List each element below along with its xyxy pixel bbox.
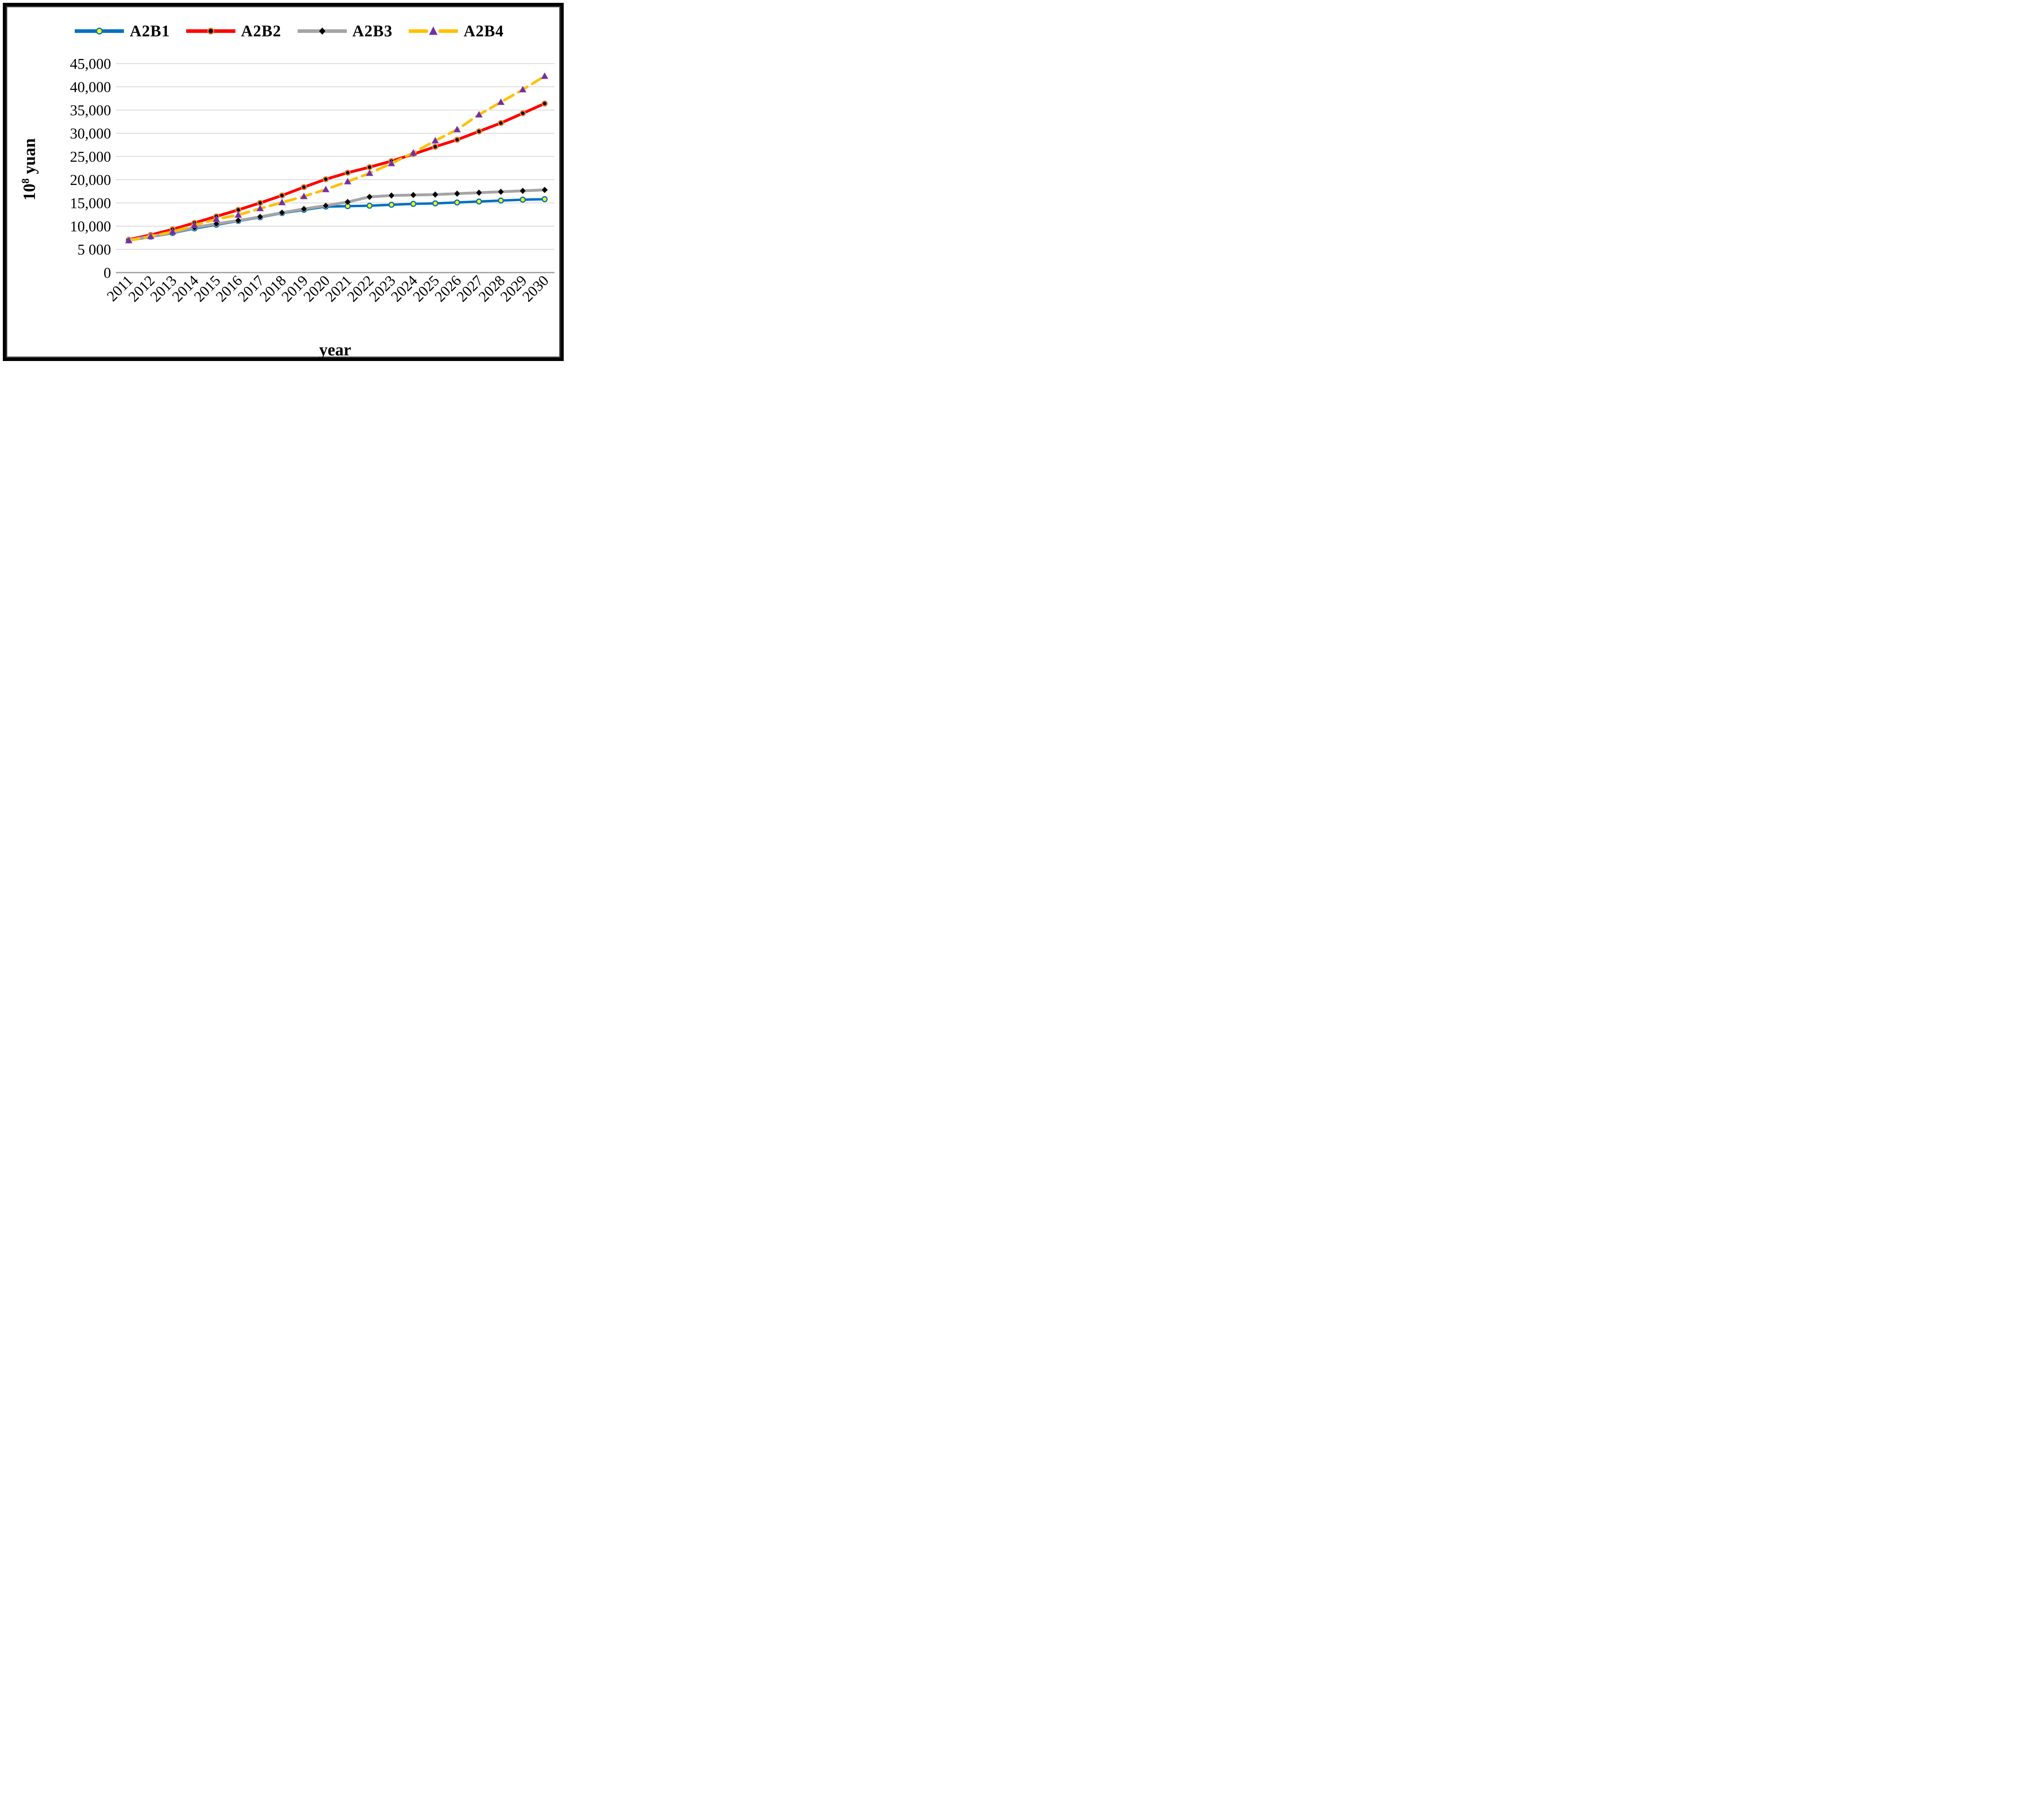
marker-a2b4 [519,86,527,92]
marker-a2b3 [300,205,308,213]
marker-a2b1 [388,202,395,208]
marker-a2b4 [212,215,220,222]
marker-a2b2 [344,170,351,176]
marker-a2b4 [409,149,417,156]
marker-a2b2 [520,110,526,117]
marker-a2b1 [497,197,504,204]
y-axis-title-unit: yuan [20,138,39,178]
marker-a2b2 [432,143,439,150]
marker-a2b3 [432,191,439,198]
marker-a2b2 [476,128,482,134]
marker-a2b2 [497,120,504,126]
y-axis-title: 108 yuan [20,121,40,218]
marker-a2b4 [365,169,374,176]
marker-a2b2 [366,164,373,170]
marker-a2b4 [453,126,461,132]
marker-a2b2 [257,200,263,206]
marker-a2b2 [454,136,460,143]
marker-a2b4 [300,192,308,199]
marker-a2b4 [256,204,264,212]
marker-a2b1 [454,199,460,206]
series-line-a2b3 [127,188,546,241]
marker-a2b4 [431,136,439,144]
y-tick-label: 0 [104,265,111,281]
marker-a2b4 [191,221,198,228]
marker-a2b1 [410,201,417,207]
marker-a2b3 [235,217,242,224]
marker-a2b4 [169,228,176,235]
marker-a2b3 [322,202,330,210]
y-tick-label: 15,000 [70,195,111,212]
marker-a2b2 [301,184,307,190]
marker-a2b3 [388,192,395,199]
y-axis-title-base: 10 [20,183,39,201]
marker-a2b4 [322,185,330,193]
chart-area: 0 5 000 10,000 15,000 20,000 25,000 30,000 35,0… [6,6,560,359]
marker-a2b3 [475,189,483,196]
series-line-a2b1 [128,198,546,242]
marker-a2b4 [344,178,352,185]
marker-a2b2 [323,176,329,183]
marker-a2b3 [256,213,264,220]
series-line-a2b2 [127,102,546,241]
marker-a2b4 [388,160,395,166]
marker-a2b2 [541,100,548,107]
y-tick-label: 45,000 [70,56,111,73]
marker-a2b3 [278,209,286,216]
marker-a2b4 [278,198,286,206]
marker-a2b4 [497,98,505,105]
marker-a2b4 [147,232,155,239]
line-chart: 0 5 000 10,000 15,000 20,000 25,000 30,000 35,0… [70,56,554,305]
marker-a2b3 [519,187,527,195]
marker-a2b3 [497,188,505,195]
marker-a2b3 [541,186,548,194]
marker-a2b3 [453,190,461,197]
marker-a2b1 [541,196,548,202]
series-line-a2b4 [127,75,546,242]
y-tick-label: 25,000 [70,149,111,166]
x-tick-label: 2030 [519,272,552,305]
marker-a2b4 [475,111,483,118]
y-axis-title-exponent: 8 [19,178,31,184]
marker-a2b3 [409,191,417,199]
marker-a2b4 [541,72,549,79]
marker-a2b1 [476,198,482,205]
y-tick-label: 10,000 [70,218,111,235]
y-tick-label: 35,000 [70,103,111,119]
y-tick-label: 20,000 [70,172,111,189]
marker-a2b3 [213,220,220,227]
y-tick-label: 5 000 [78,242,111,258]
marker-a2b4 [125,237,133,244]
marker-a2b1 [432,200,439,207]
marker-a2b3 [344,198,351,206]
y-tick-label: 40,000 [70,79,111,96]
y-tick-label: 30,000 [70,126,111,142]
chart-frame: 0 5 000 10,000 15,000 20,000 25,000 30,000 35,0… [3,3,564,361]
marker-a2b4 [234,211,242,218]
marker-a2b1 [366,202,373,209]
marker-a2b2 [279,192,285,199]
marker-a2b1 [520,196,526,203]
x-axis-title: year [319,341,351,359]
marker-a2b3 [366,193,373,201]
